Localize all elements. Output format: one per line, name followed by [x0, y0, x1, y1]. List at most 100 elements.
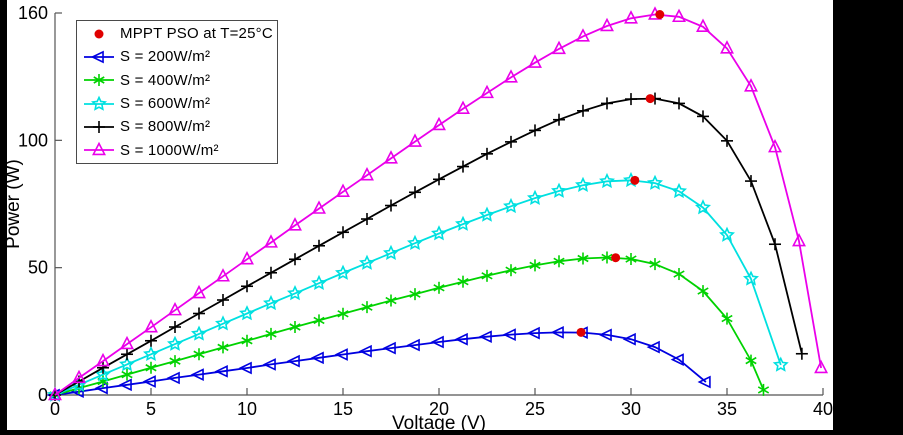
triangle-up-marker: [600, 17, 614, 32]
plus-marker: [361, 213, 373, 226]
triangle-left-marker: [646, 340, 660, 354]
star5-marker: [335, 264, 351, 280]
plus-marker: [721, 134, 733, 147]
triangle-up-marker: [528, 54, 542, 68]
triangle-up-marker: [814, 359, 829, 374]
star5-marker: [383, 244, 399, 260]
star5-marker: [479, 206, 495, 222]
triangle-up-marker: [576, 28, 590, 42]
triangle-left-marker: [334, 348, 348, 361]
triangle-left-marker: [430, 335, 444, 349]
curve-1000: [48, 6, 829, 401]
star5-marker: [239, 305, 255, 321]
plus-marker: [97, 361, 109, 374]
plus-marker: [265, 266, 277, 279]
dot-marker: [94, 29, 104, 39]
plus-marker: [169, 321, 181, 334]
triangle-left-marker: [382, 341, 396, 355]
triangle-left-marker: [286, 354, 300, 368]
star5-marker: [719, 226, 735, 242]
asterisk-marker: [601, 251, 613, 264]
plus-marker: [457, 160, 469, 173]
x-tick-label: 5: [146, 399, 156, 419]
triangle-up-marker: [624, 10, 638, 24]
asterisk-marker: [697, 285, 709, 298]
triangle-up-marker: [96, 352, 110, 367]
legend-star5-icon: [84, 95, 114, 111]
star5-marker: [311, 274, 327, 291]
legend-asterisk-icon: [84, 74, 114, 87]
asterisk-marker: [145, 361, 157, 374]
plus-marker: [93, 120, 105, 133]
triangle-left-marker: [94, 381, 108, 395]
asterisk-marker: [241, 334, 253, 347]
triangle-up-marker: [552, 40, 566, 55]
triangle-left-marker: [238, 361, 252, 375]
triangle-up-marker: [288, 217, 302, 231]
plus-marker: [625, 93, 637, 106]
triangle-up-marker: [456, 100, 470, 114]
curve-800: [49, 92, 808, 401]
triangle-left-marker: [214, 364, 228, 378]
asterisk-marker: [265, 327, 277, 340]
mppt-pso-points: [576, 10, 665, 337]
triangle-left-marker: [526, 326, 540, 340]
triangle-left-marker: [310, 351, 324, 365]
triangle-left-marker: [262, 358, 276, 371]
star5-marker: [599, 172, 615, 189]
x-tick-label: 20: [429, 399, 449, 419]
triangle-up-marker: [384, 150, 398, 164]
legend-item: S = 600W/m²: [82, 92, 275, 115]
triangle-up-marker: [360, 166, 374, 181]
star5-marker: [407, 234, 423, 251]
triangle-left-marker: [406, 338, 420, 352]
asterisk-marker: [577, 252, 589, 265]
legend-label: MPPT PSO at T=25°C: [120, 25, 273, 43]
triangle-left-marker: [454, 332, 468, 346]
triangle-left-marker: [697, 375, 711, 389]
triangle-left-marker: [358, 344, 372, 358]
asterisk-marker: [625, 253, 637, 266]
star5-marker: [772, 356, 789, 372]
plus-marker: [337, 226, 349, 239]
legend-triangle-up-icon: [84, 142, 114, 156]
legend-label: S = 400W/m²: [120, 71, 211, 89]
dot-marker: [645, 94, 655, 104]
legend-box: MPPT PSO at T=25°C S = 200W/m² S = 400W/m²…: [76, 20, 278, 164]
asterisk-marker: [361, 301, 373, 314]
plus-marker: [433, 173, 445, 186]
star5-marker: [119, 356, 135, 372]
dot-marker: [576, 327, 586, 337]
asterisk-marker: [505, 264, 517, 277]
triangle-left-marker: [166, 371, 180, 385]
plus-marker: [145, 334, 157, 347]
triangle-up-marker: [720, 40, 734, 54]
plus-marker: [289, 253, 301, 266]
y-tick-label: 100: [18, 130, 48, 150]
legend-item: S = 400W/m²: [82, 69, 275, 92]
asterisk-marker: [337, 307, 349, 320]
asterisk-marker: [313, 314, 325, 327]
asterisk-marker: [169, 355, 181, 368]
star5-marker: [95, 366, 111, 382]
asterisk-marker: [433, 281, 445, 294]
legend-plus-icon: [84, 120, 114, 133]
star5-marker: [455, 215, 471, 231]
x-tick-label: 10: [237, 399, 257, 419]
plus-marker: [385, 199, 397, 212]
star5-marker: [695, 199, 711, 215]
asterisk-marker: [217, 341, 229, 354]
y-tick-label: 0: [38, 385, 48, 405]
asterisk-marker: [93, 74, 105, 87]
star5-marker: [287, 284, 303, 301]
plus-marker: [217, 294, 229, 307]
x-axis-label: Voltage (V): [392, 413, 486, 434]
plus-marker: [241, 280, 253, 293]
dot-marker: [611, 253, 621, 263]
star5-marker: [167, 335, 183, 351]
triangle-up-marker: [72, 369, 86, 384]
plus-marker: [193, 307, 205, 320]
asterisk-marker: [193, 348, 205, 361]
triangle-up-marker: [504, 69, 518, 83]
asterisk-marker: [721, 312, 733, 325]
